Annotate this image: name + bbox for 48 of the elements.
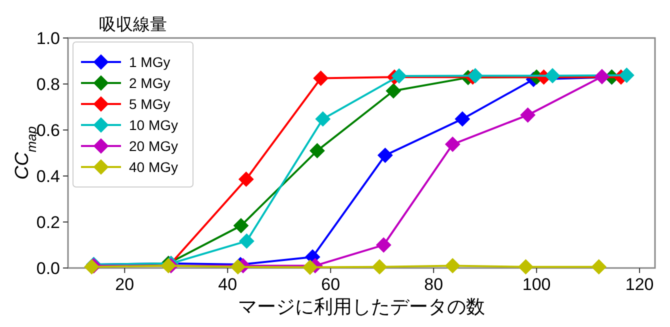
point (310, 143, 325, 158)
x-tick-label: 100 (522, 275, 551, 294)
y-tick-label: 0.6 (36, 121, 60, 140)
point (302, 260, 318, 275)
y-tick-label: 1.0 (36, 29, 60, 48)
point (234, 218, 249, 234)
legend-label: 2 MGy (129, 75, 170, 91)
legend-label: 1 MGy (129, 54, 170, 70)
legend-item: 10 MGy (81, 117, 178, 133)
point (445, 136, 460, 152)
point (239, 234, 254, 249)
x-tick-label: 60 (321, 275, 340, 294)
x-tick-label: 80 (424, 275, 444, 294)
point (372, 259, 388, 274)
point (545, 68, 560, 84)
legend-item: 5 MGy (81, 96, 170, 112)
point (230, 259, 246, 274)
point (445, 258, 460, 274)
point (313, 70, 328, 86)
x-tick-label: 20 (115, 275, 134, 294)
legend-label: 40 MGy (129, 159, 178, 175)
point (591, 259, 606, 274)
legend-label: 20 MGy (129, 138, 178, 154)
legend-item: 2 MGy (81, 75, 170, 91)
legend-item: 1 MGy (81, 54, 170, 70)
point (376, 238, 392, 252)
y-tick-label: 0.0 (36, 259, 60, 278)
point (454, 111, 470, 126)
y-tick-label: 0.2 (36, 213, 60, 232)
point (386, 83, 401, 98)
legend-item: 40 MGy (81, 159, 178, 175)
legend-item: 20 MGy (81, 138, 178, 154)
legend-label: 10 MGy (129, 117, 178, 133)
point (594, 69, 610, 84)
x-tick-label: 120 (625, 275, 654, 294)
y-tick-label: 0.4 (36, 167, 60, 186)
legend-title: 吸収線量 (99, 15, 167, 34)
point (392, 68, 407, 84)
legend-label: 5 MGy (129, 96, 170, 112)
point (520, 108, 536, 123)
point (518, 259, 534, 274)
x-tick-label: 40 (218, 275, 238, 294)
y-tick-label: 0.8 (36, 75, 60, 94)
point (238, 172, 254, 187)
x-axis-title: マージに利用したデータの数 (238, 297, 485, 318)
point (378, 148, 393, 163)
point (619, 68, 634, 83)
point (315, 111, 330, 126)
